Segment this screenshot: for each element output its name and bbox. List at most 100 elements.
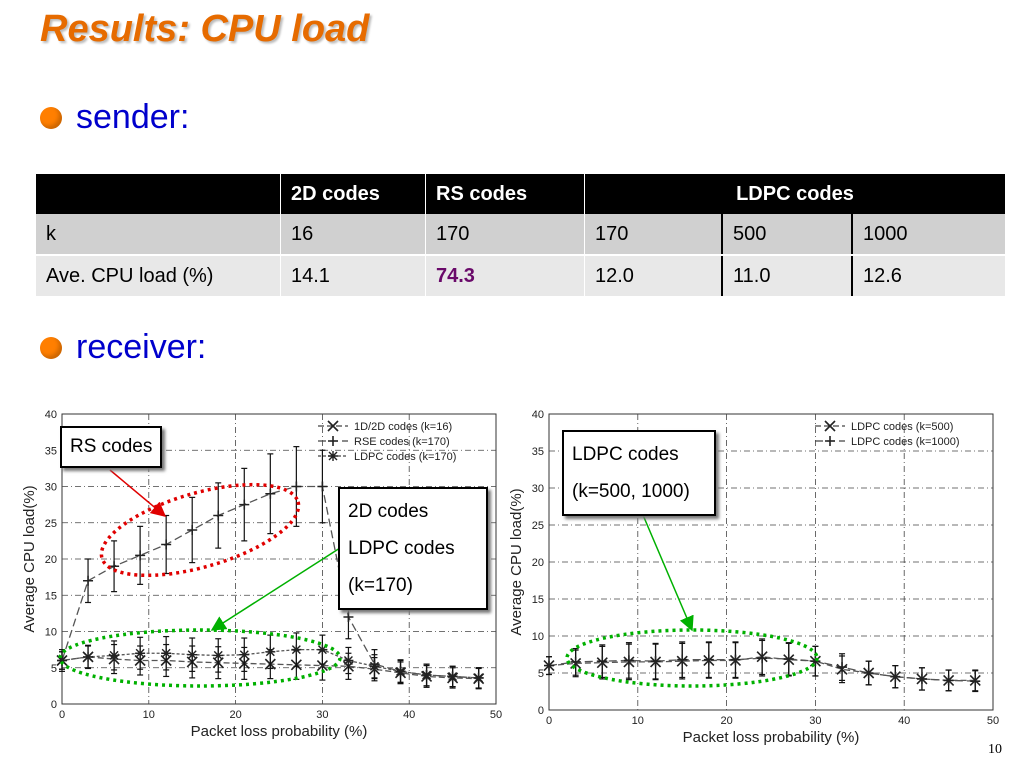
x-tick-label: 30: [809, 715, 821, 727]
table-row-label: k: [36, 214, 281, 256]
data-point: [239, 499, 250, 510]
data-point: [863, 668, 874, 678]
table-cell: 11.0: [722, 255, 853, 296]
legend-label: LDPC codes (k=1000): [851, 436, 960, 448]
data-point: [570, 656, 581, 667]
y-tick-label: 15: [45, 590, 57, 602]
y-tick-label: 25: [532, 520, 544, 532]
y-tick-label: 0: [51, 699, 57, 711]
x-tick-label: 20: [229, 709, 241, 721]
y-tick-label: 10: [532, 631, 544, 643]
table-row: Ave. CPU load (%) 14.1 74.3 12.0 11.0 12…: [36, 255, 1006, 296]
chart-receiver-k500-1000: 0 10 20 30 40 50 0 5 10 15 20 25 30 35 40 Packet loss p…: [508, 409, 999, 746]
table-cell: 12.6: [852, 255, 1006, 296]
data-point: [187, 649, 198, 660]
data-point: [623, 655, 634, 666]
rs-arrow: [109, 469, 167, 517]
data-point: [810, 656, 821, 667]
bullet-receiver-text: receiver:: [76, 328, 207, 366]
data-point: [343, 655, 354, 666]
data-point: [890, 671, 901, 682]
x-tick-label: 0: [59, 709, 65, 721]
legend-marker: [824, 420, 836, 432]
y-tick-label: 0: [538, 705, 544, 717]
data-point: [395, 666, 406, 677]
legend-label: RSE codes (k=170): [354, 436, 450, 448]
slide-title: Results: CPU load: [40, 8, 370, 50]
table-cell: 14.1: [280, 255, 426, 296]
y-tick-label: 20: [45, 554, 57, 566]
callout-right-line: (k=500, 1000): [572, 481, 690, 502]
x-tick-label: 10: [143, 709, 155, 721]
data-point: [83, 651, 94, 662]
data-point: [597, 656, 608, 667]
y-tick-label: 35: [532, 446, 544, 458]
table-row: k 16 170 170 500 1000: [36, 214, 1006, 256]
bullet-dot-icon: [40, 106, 62, 129]
data-point: [213, 510, 224, 521]
callout-mid-line: 2D codes: [348, 501, 429, 522]
table-header-row: 2D codes RS codes LDPC codes: [36, 174, 1006, 214]
callout-rs: RS codes: [60, 426, 163, 468]
y-tick-label: 10: [45, 627, 57, 639]
table-header-cell: RS codes: [425, 174, 585, 214]
data-point: [291, 644, 302, 655]
data-point: [447, 671, 458, 682]
data-point: [837, 662, 848, 673]
series-line: [61, 648, 479, 679]
data-point: [916, 673, 927, 684]
legend-marker: [327, 420, 339, 432]
data-point: [369, 661, 380, 672]
table-header-cell: LDPC codes: [584, 174, 1006, 214]
table-cell: 16: [280, 214, 426, 256]
callout-mid-line: LDPC codes: [348, 538, 455, 559]
y-axis-label: Average CPU load(%): [508, 488, 525, 635]
data-point: [57, 655, 67, 666]
data-point: [650, 656, 661, 667]
x-axis-label: Packet loss probability (%): [191, 723, 368, 740]
y-tick-label: 35: [45, 445, 57, 457]
data-point: [783, 653, 794, 664]
data-point: [943, 675, 954, 686]
data-point: [421, 670, 432, 680]
bullet-sender-text: sender:: [76, 98, 190, 136]
data-point: [343, 612, 354, 622]
cpu-load-table: 2D codes RS codes LDPC codes k 16 170 17…: [36, 174, 1006, 296]
x-axis-label: Packet loss probability (%): [683, 729, 860, 746]
x-tick-label: 40: [403, 709, 415, 721]
legend-marker: [328, 436, 338, 446]
data-point: [161, 539, 172, 550]
data-point: [730, 654, 741, 665]
legend-marker: [825, 436, 835, 446]
table-cell: 12.0: [584, 255, 723, 296]
bullet-receiver: receiver:: [40, 328, 206, 367]
y-tick-label: 25: [45, 518, 57, 530]
data-point: [970, 676, 981, 687]
legend-label: 1D/2D codes (k=16): [354, 421, 452, 433]
y-tick-label: 5: [538, 668, 544, 680]
callout-mid: 2D codes LDPC codes (k=170): [338, 487, 488, 610]
table-cell-highlight: 74.3: [425, 255, 585, 296]
ldpc170-highlight-ellipse: [58, 628, 342, 688]
series-group: [544, 639, 981, 693]
table-row-label: Ave. CPU load (%): [36, 255, 281, 296]
bullet-sender: sender:: [40, 98, 189, 137]
data-point: [291, 481, 302, 492]
x-tick-label: 40: [898, 715, 910, 727]
data-point: [544, 660, 554, 671]
callout-rs-text: RS codes: [70, 436, 153, 457]
y-tick-label: 20: [532, 557, 544, 569]
x-tick-label: 10: [632, 715, 644, 727]
y-axis-label: Average CPU load(%): [21, 485, 38, 632]
x-tick-label: 0: [546, 715, 552, 727]
callout-right: LDPC codes (k=500, 1000): [562, 430, 716, 516]
series-line: [61, 485, 479, 679]
y-tick-label: 40: [45, 409, 57, 421]
x-tick-label: 20: [720, 715, 732, 727]
data-point: [265, 488, 276, 499]
data-point: [135, 550, 146, 561]
table-header-cell: [36, 174, 281, 214]
x-tick-label: 50: [987, 715, 999, 727]
bullet-dot-icon: [40, 336, 62, 359]
